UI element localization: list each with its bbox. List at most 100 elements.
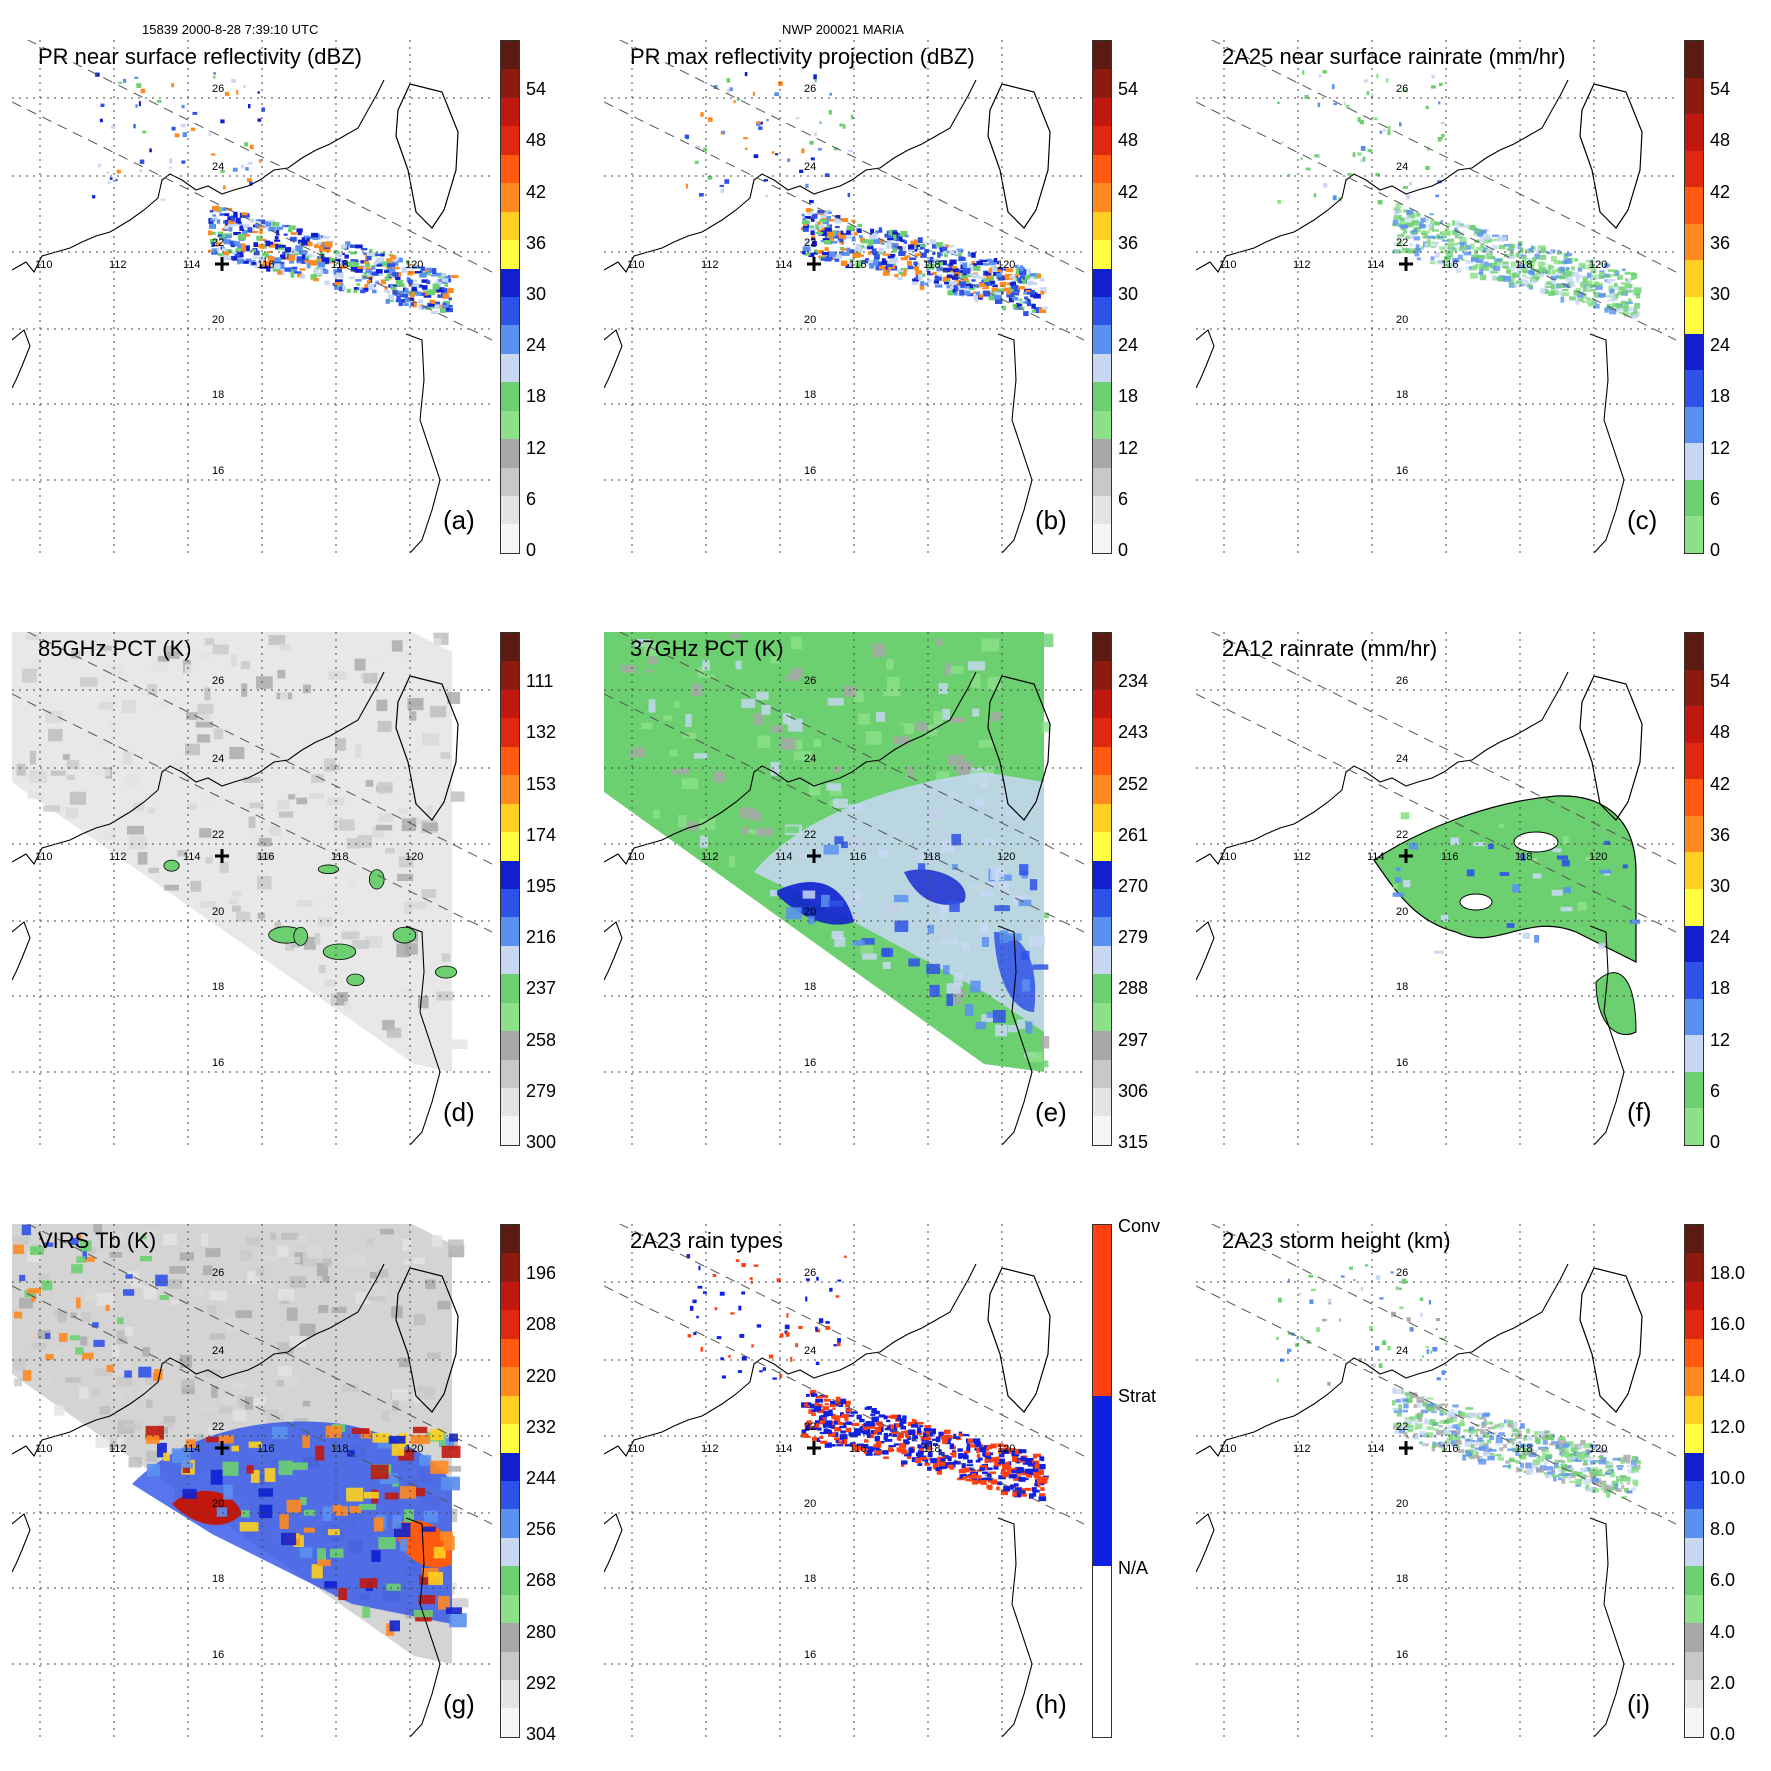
lon-label: 120 bbox=[405, 259, 423, 271]
lat-label: 24 bbox=[1396, 161, 1408, 173]
colorbar-segment bbox=[1685, 1424, 1703, 1453]
lon-label: 118 bbox=[923, 851, 941, 863]
colorbar-tick-label: 261 bbox=[1118, 824, 1149, 845]
lon-label: 118 bbox=[923, 1443, 941, 1455]
map-svg: 110 112 114 116 118 120 26 24 22 20 18 16 bbox=[12, 1224, 492, 1737]
map-svg: 110 112 114 116 118 120 26 24 22 20 18 16 bbox=[604, 40, 1084, 553]
colorbar-tick-label: 4.0 bbox=[1710, 1621, 1736, 1642]
lat-label: 16 bbox=[804, 1649, 816, 1661]
lat-label: 26 bbox=[804, 675, 816, 687]
colorbar-segment bbox=[501, 382, 519, 411]
colorbar-segment bbox=[1685, 815, 1703, 853]
colorbar-segment bbox=[1685, 1108, 1703, 1145]
colorbar-segment bbox=[1685, 669, 1703, 707]
lat-label: 18 bbox=[1396, 981, 1408, 993]
swath-edge-line bbox=[618, 1224, 1084, 1457]
lon-label: 120 bbox=[405, 851, 423, 863]
colorbar-segment bbox=[1685, 1537, 1703, 1567]
panel-label: (a) bbox=[443, 505, 475, 535]
storm-center-cross-icon bbox=[1399, 257, 1413, 271]
colorbar-segment bbox=[1093, 211, 1111, 241]
map-area: 110 112 114 116 118 120 26 24 22 20 18 16 bbox=[1196, 1224, 1676, 1737]
panel-b: PR max reflectivity projection (dBZ) 110 1… bbox=[592, 0, 1182, 585]
lon-label: 114 bbox=[1367, 259, 1385, 271]
colorbar-segment bbox=[501, 211, 519, 241]
colorbar-segment bbox=[501, 439, 519, 468]
lat-label: 18 bbox=[804, 1573, 816, 1585]
colorbar-segment bbox=[1093, 268, 1111, 297]
lat-label: 18 bbox=[212, 981, 224, 993]
swath-edge-line bbox=[26, 40, 492, 273]
lat-label: 26 bbox=[212, 1267, 224, 1279]
colorbar-tick-label: 48 bbox=[526, 130, 547, 151]
lat-label: 16 bbox=[1396, 1649, 1408, 1661]
coastline bbox=[997, 1517, 1033, 1737]
colorbar-tick-label: 42 bbox=[526, 181, 547, 202]
coastline bbox=[12, 1263, 385, 1458]
map-svg: 110 112 114 116 118 120 26 24 22 20 18 16 bbox=[12, 40, 492, 553]
lon-label: 116 bbox=[257, 259, 275, 271]
colorbar-segment bbox=[501, 803, 519, 833]
lon-label: 118 bbox=[1515, 1443, 1533, 1455]
lat-label: 24 bbox=[804, 161, 816, 173]
colorbar-segment bbox=[1093, 353, 1111, 383]
colorbar-segment bbox=[1685, 114, 1703, 151]
coastline bbox=[604, 1513, 623, 1573]
colorbar-tick-label: 54 bbox=[1710, 671, 1731, 692]
panel-title: 85GHz PCT (K) bbox=[38, 636, 192, 661]
lat-label: 22 bbox=[212, 829, 224, 841]
lon-label: 112 bbox=[701, 259, 719, 271]
colorbar-segment bbox=[1093, 97, 1111, 127]
colorbar-segment bbox=[1093, 126, 1111, 155]
colorbar-tick-label: 243 bbox=[1118, 722, 1149, 743]
storm-center-cross-icon bbox=[807, 257, 821, 271]
swath-edge-line bbox=[1196, 101, 1676, 341]
colorbar-segment bbox=[501, 633, 519, 662]
colorbar-segment bbox=[1093, 832, 1111, 861]
colorbar-segment bbox=[1093, 467, 1111, 496]
colorbar bbox=[1684, 1224, 1704, 1738]
colorbar-segment bbox=[501, 1281, 519, 1311]
lon-label: 114 bbox=[1367, 851, 1385, 863]
lon-label: 116 bbox=[1441, 1443, 1459, 1455]
taiwan-coast bbox=[1579, 1267, 1643, 1413]
colorbar-segment bbox=[501, 1623, 519, 1652]
lon-label: 110 bbox=[35, 851, 53, 863]
lon-label: 120 bbox=[1589, 1443, 1607, 1455]
colorbar-tick-label: 208 bbox=[526, 1314, 557, 1335]
lon-label: 112 bbox=[1293, 1443, 1311, 1455]
colorbar-segment bbox=[1685, 1452, 1703, 1481]
lon-label: 114 bbox=[183, 1443, 201, 1455]
colorbar-tick-label: 244 bbox=[526, 1468, 557, 1488]
colorbar-segment bbox=[1685, 888, 1703, 926]
swath-edge-line bbox=[618, 40, 1084, 273]
lon-label: 116 bbox=[257, 851, 275, 863]
swath-edge-line bbox=[604, 693, 1084, 933]
colorbar-tick-label: 24 bbox=[1118, 335, 1139, 356]
colorbar-tick-label: 6 bbox=[1710, 488, 1721, 509]
colorbar-segment bbox=[1093, 860, 1111, 889]
coastline bbox=[1196, 1263, 1569, 1458]
colorbar-segment bbox=[1685, 779, 1703, 816]
colorbar-tick-label: 12 bbox=[1118, 437, 1139, 458]
coastline bbox=[1196, 329, 1215, 389]
colorbar-segment bbox=[501, 1651, 519, 1680]
lat-label: 20 bbox=[1396, 1498, 1408, 1510]
colorbar-segment bbox=[1685, 223, 1703, 261]
lon-label: 118 bbox=[331, 851, 349, 863]
map-area: 110 112 114 116 118 120 26 24 22 20 18 16 bbox=[1196, 632, 1676, 1145]
lon-label: 116 bbox=[1441, 851, 1459, 863]
colorbar-tick-label: 174 bbox=[526, 824, 557, 845]
swath-edge-line bbox=[1210, 1224, 1676, 1457]
colorbar bbox=[1684, 632, 1704, 1146]
colorbar-segment bbox=[1093, 1059, 1111, 1088]
coastline bbox=[604, 1263, 977, 1458]
coastline bbox=[1196, 79, 1569, 274]
lat-label: 22 bbox=[804, 237, 816, 249]
colorbar-tick-label: 306 bbox=[1118, 1080, 1149, 1101]
lat-label: 24 bbox=[804, 1345, 816, 1357]
lat-label: 26 bbox=[1396, 1267, 1408, 1279]
colorbar-segment bbox=[501, 496, 519, 525]
colorbar-tick-label: 0 bbox=[1118, 540, 1129, 560]
header-storm-name: NWP 200021 MARIA bbox=[782, 22, 904, 37]
